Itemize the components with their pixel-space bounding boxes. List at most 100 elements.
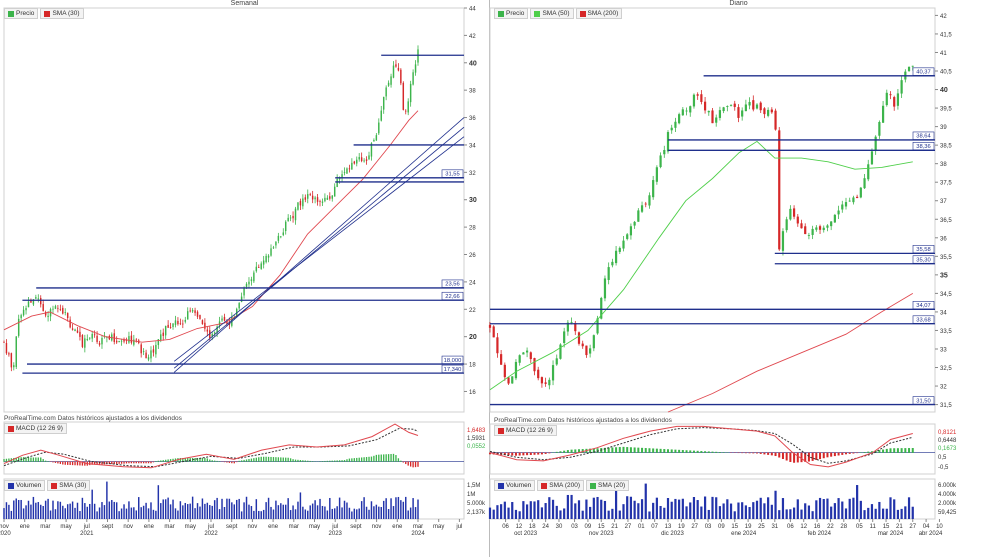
volume-bar	[652, 502, 655, 519]
candle-body	[689, 106, 692, 113]
macd-histogram-bar	[529, 452, 532, 455]
volume-legend: Volumen SMA (30)	[4, 480, 91, 491]
macd-histogram-bar	[896, 448, 899, 453]
legend-item-volumen[interactable]: Volumen	[4, 480, 46, 491]
candle-body	[397, 67, 400, 71]
macd-histogram-bar	[15, 457, 17, 462]
candle-body	[277, 235, 280, 241]
volume-bar	[74, 507, 76, 519]
legend-item-macd[interactable]: MACD (12 26 9)	[4, 423, 67, 434]
volume-bar	[570, 494, 573, 519]
candle-body	[648, 195, 651, 206]
macd-histogram-bar	[321, 461, 324, 462]
candle-body	[120, 340, 123, 342]
volume-tick-label: 59,425	[938, 510, 957, 516]
candle-body	[852, 197, 855, 203]
volume-bar	[900, 508, 903, 519]
macd-histogram-bar	[540, 452, 543, 455]
candle-body	[741, 110, 744, 117]
macd-histogram-bar	[37, 457, 39, 462]
level-label: 22,66	[445, 294, 460, 300]
macd-histogram-bar	[378, 454, 380, 462]
y-tick-label: 34	[940, 310, 947, 316]
candle-body	[563, 331, 566, 343]
x-year-label: 2023	[329, 531, 343, 537]
x-year-label: 2022	[204, 531, 218, 537]
x-tick-label: nov	[123, 524, 133, 530]
volume-bar	[755, 500, 759, 519]
macd-histogram-bar	[294, 459, 297, 462]
macd-histogram-bar	[804, 452, 807, 462]
candle-body	[343, 172, 346, 173]
volume-bar	[400, 500, 402, 519]
y-tick-label: 42	[469, 34, 476, 40]
macd-histogram-bar	[822, 452, 825, 459]
candle-body	[589, 348, 592, 354]
x-tick-label: 05	[856, 524, 863, 530]
x-tick-label: 27	[691, 524, 698, 530]
volume-bar	[167, 497, 169, 519]
candle-body	[284, 221, 287, 232]
volume-bar	[319, 498, 321, 519]
macd-histogram-bar	[299, 460, 302, 462]
macd-histogram-bar	[526, 452, 529, 456]
x-month-label: mar 2024	[878, 531, 904, 537]
macd-histogram-bar	[392, 453, 395, 462]
candle-body	[618, 247, 621, 252]
legend-item-volume-sma20[interactable]: SMA (20)	[586, 480, 630, 491]
volume-bar	[321, 505, 324, 519]
legend-item-volume-sma[interactable]: SMA (30)	[47, 480, 91, 491]
candle-body	[32, 299, 35, 305]
volume-bar	[44, 500, 47, 519]
volume-bar	[681, 498, 684, 519]
macd-histogram-bar	[889, 448, 892, 453]
volume-bar	[216, 497, 218, 519]
candle-body	[346, 168, 348, 174]
macd-histogram-bar	[407, 461, 409, 466]
candle-body	[40, 297, 42, 305]
volume-bar	[566, 494, 569, 519]
legend-item-macd[interactable]: MACD (12 26 9)	[494, 425, 557, 436]
daily-chart-svg[interactable]: 31,5 32 32,5 33 33,5 34 34,5 35 35,5 36 36,5 37 37,5…	[488, 0, 987, 557]
candle-body	[307, 194, 309, 199]
legend-item-volume-sma200[interactable]: SMA (200)	[537, 480, 585, 491]
candle-body	[69, 319, 71, 328]
macd-histogram-bar	[589, 448, 592, 453]
macd-histogram-bar	[365, 457, 368, 462]
candle-body	[767, 109, 770, 116]
x-tick-label: 27	[625, 524, 632, 530]
weekly-chart-svg[interactable]: 16182022242628303234363840424431,5523,56…	[0, 0, 489, 557]
volume-bar	[356, 509, 358, 519]
volume-bar	[711, 496, 714, 519]
candle-body	[622, 240, 625, 249]
volume-bar	[629, 496, 633, 519]
volume-bar	[378, 506, 380, 519]
volume-tick-label: 1,5M	[467, 483, 480, 489]
candle-body	[213, 332, 216, 334]
x-tick-label: 10	[936, 524, 943, 530]
macd-histogram-bar	[360, 457, 363, 462]
candle-body	[833, 214, 836, 223]
y-tick-label: 18	[469, 363, 476, 369]
macd-histogram-bar	[774, 452, 777, 457]
macd-histogram-bar	[270, 456, 272, 462]
volume-bar	[324, 506, 326, 519]
candle-body	[907, 66, 911, 72]
candle-body	[289, 217, 292, 219]
y-tick-label: 40,5	[940, 70, 952, 76]
macd-histogram-bar	[395, 455, 397, 462]
volume-tick-label: 5.000k	[467, 501, 486, 507]
volume-bar	[707, 509, 710, 519]
candle-body	[804, 226, 807, 235]
legend-item-volumen[interactable]: Volumen	[494, 480, 536, 491]
candle-body	[644, 203, 647, 205]
volume-bar	[778, 510, 781, 519]
candle-body	[537, 369, 540, 379]
candle-body	[818, 226, 822, 230]
candle-body	[167, 324, 169, 328]
y-tick-label: 32	[469, 171, 476, 177]
level-label-box	[912, 396, 935, 405]
volume-bar	[666, 498, 670, 519]
macd-histogram-bar	[231, 461, 233, 464]
macd-histogram-bar	[103, 461, 106, 465]
